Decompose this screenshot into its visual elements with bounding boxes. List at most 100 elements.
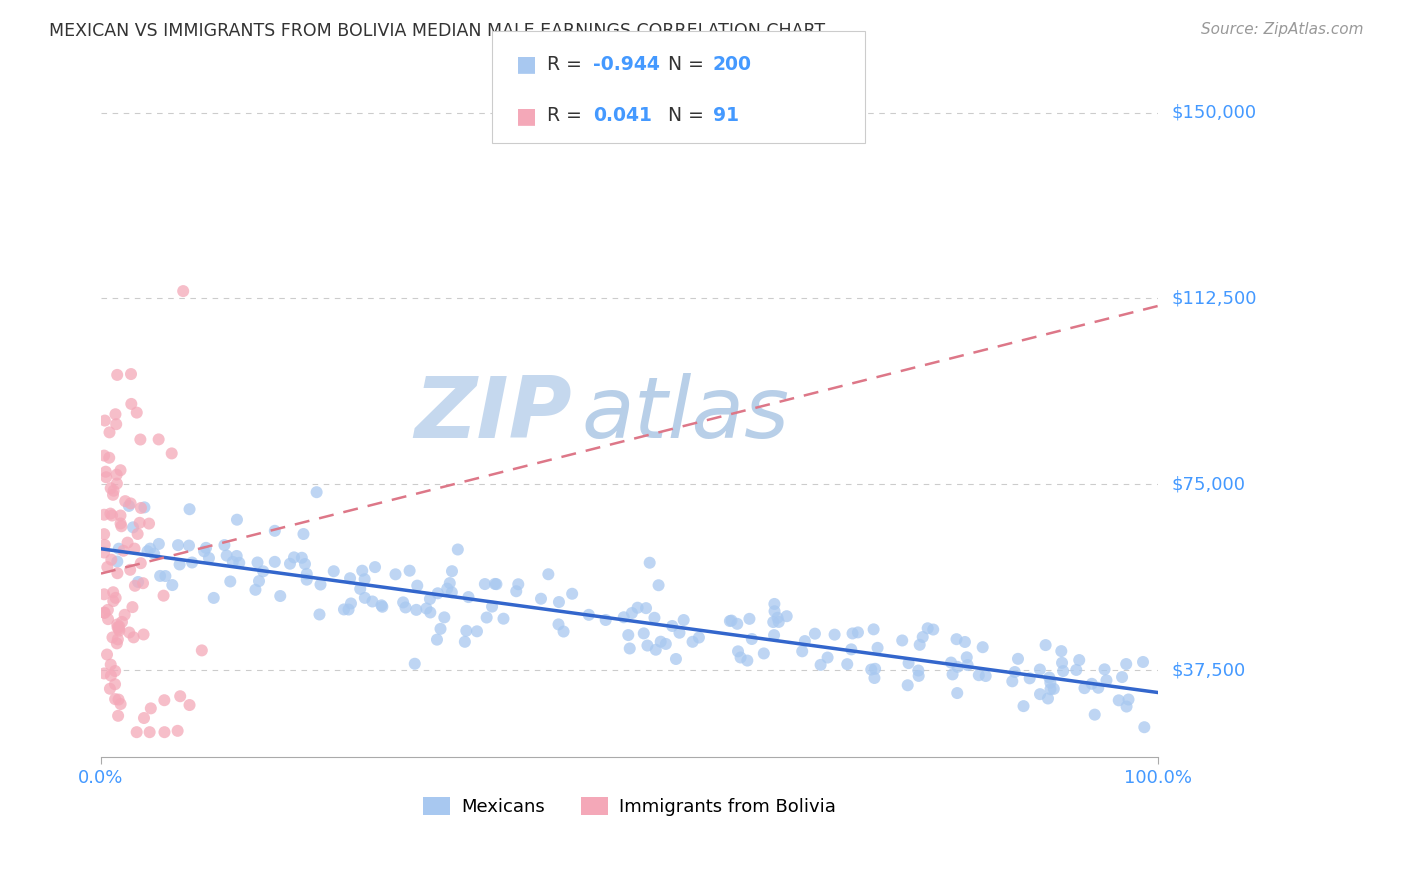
Point [1133,720,1156,734]
Text: ■: ■ [516,54,537,74]
Point [222,555,245,569]
Point [167,538,190,552]
Text: MEXICAN VS IMMIGRANTS FROM BOLIVIA MEDIAN MALE EARNINGS CORRELATION CHART: MEXICAN VS IMMIGRANTS FROM BOLIVIA MEDIA… [49,22,825,40]
Point [252,564,274,578]
Point [134,500,156,515]
Point [93,666,115,681]
Point [1035,638,1057,652]
Point [457,590,479,604]
Point [776,609,799,624]
Point [107,620,129,634]
Point [93,449,115,463]
Point [897,678,920,692]
Point [650,634,672,648]
Point [492,612,515,626]
Point [100,657,122,672]
Point [672,613,695,627]
Point [117,535,139,549]
Text: 200: 200 [713,54,752,74]
Point [121,600,143,615]
Point [766,611,789,625]
Point [953,635,976,649]
Point [215,549,238,563]
Point [339,571,361,585]
Point [647,578,669,592]
Point [682,635,704,649]
Point [392,595,415,609]
Point [202,591,225,605]
Point [1081,677,1104,691]
Text: 91: 91 [713,106,738,126]
Point [595,613,617,627]
Point [96,648,118,662]
Point [132,576,155,591]
Point [384,567,406,582]
Point [763,628,786,642]
Text: $37,500: $37,500 [1173,661,1246,679]
Point [94,465,117,479]
Point [269,589,291,603]
Point [155,569,177,583]
Point [810,657,832,672]
Point [891,633,914,648]
Point [956,658,979,673]
Point [103,483,125,498]
Point [1087,681,1109,695]
Text: $75,000: $75,000 [1173,475,1246,493]
Point [578,607,600,622]
Point [907,664,929,678]
Point [166,723,188,738]
Point [1050,656,1073,670]
Point [505,584,527,599]
Point [101,631,124,645]
Point [668,625,690,640]
Point [398,564,420,578]
Point [972,640,994,655]
Point [946,686,969,700]
Point [922,623,945,637]
Point [371,599,394,614]
Point [122,520,145,534]
Point [93,508,115,522]
Point [839,642,862,657]
Point [278,557,301,571]
Point [561,587,583,601]
Point [308,607,330,622]
Point [633,626,655,640]
Point [917,621,939,635]
Point [291,550,314,565]
Point [125,725,148,739]
Point [96,560,118,574]
Point [98,450,121,465]
Point [440,564,463,578]
Text: -0.944: -0.944 [593,54,661,74]
Point [485,577,508,591]
Point [619,641,641,656]
Point [125,406,148,420]
Text: atlas: atlas [582,374,790,457]
Point [107,632,129,647]
Point [295,566,318,581]
Point [617,628,640,642]
Point [118,499,141,513]
Point [93,545,115,559]
Point [179,502,201,516]
Point [508,577,530,591]
Point [1038,671,1060,685]
Point [1095,673,1118,688]
Point [337,602,360,616]
Point [107,622,129,636]
Point [426,632,449,647]
Point [139,701,162,715]
Point [340,597,363,611]
Point [456,624,478,638]
Point [247,574,270,588]
Point [101,585,124,599]
Point [907,669,929,683]
Point [111,615,134,629]
Point [688,631,710,645]
Point [105,566,128,581]
Point [101,488,124,502]
Point [804,626,827,640]
Text: $150,000: $150,000 [1173,103,1257,121]
